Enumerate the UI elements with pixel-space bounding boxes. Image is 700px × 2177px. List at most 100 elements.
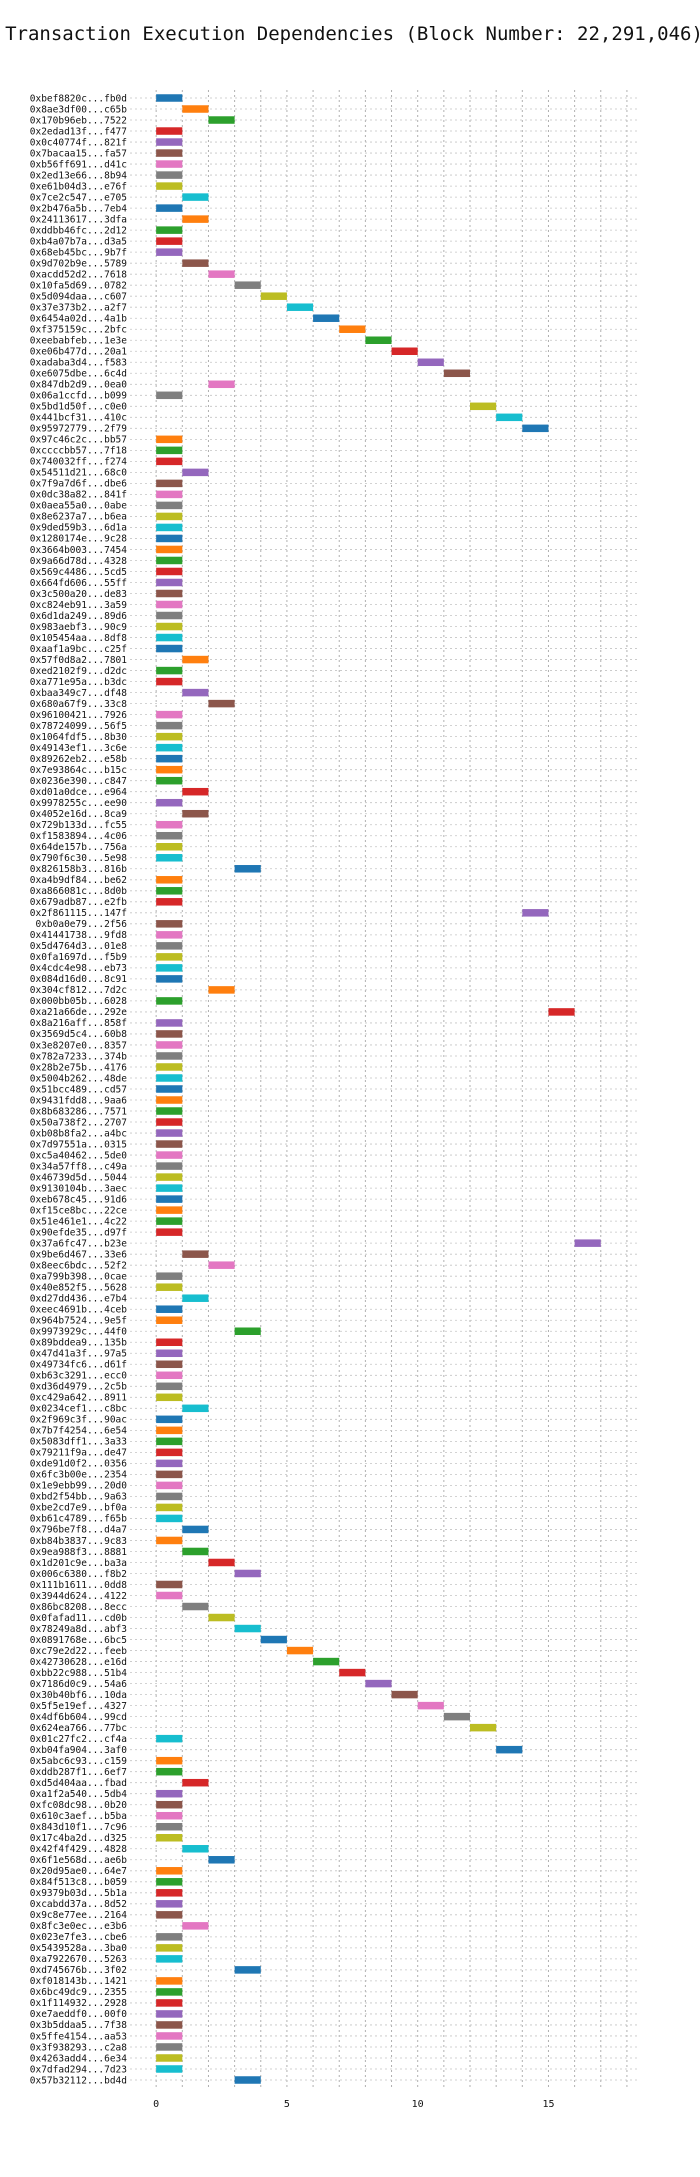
y-tick-label: 0x5004b262...48de [30,1073,128,1084]
y-tick-label: 0x2ed13e66...8b94 [30,170,128,181]
y-tick-label: 0x6454a02d...4a1b [30,314,128,325]
y-tick-label: 0x624ea766...77bc [30,1723,127,1734]
execution-bar [156,898,183,906]
execution-bar [156,743,183,752]
y-tick-label: 0x84f513c8...b059 [30,1877,128,1888]
execution-bar [156,2032,183,2040]
y-tick-label: 0xde91d0f2...0356 [30,1459,128,1470]
y-tick-label: 0x78724099...56f5 [30,721,127,732]
execution-bar [156,1052,183,1060]
y-tick-label: 0x95972779...2f79 [30,424,128,435]
execution-bar [182,215,209,223]
execution-bar [156,854,183,862]
y-tick-label: 0x3f938293...c2a8 [30,2042,128,2053]
y-tick-label: 0x105454aa...8df8 [30,633,128,644]
y-tick-label: 0x24113617...3dfa [30,214,127,225]
execution-bar [182,688,209,697]
y-tick-label: 0x89262eb2...e58b [30,754,128,765]
y-tick-label: 0x41441738...9fd8 [30,930,128,941]
y-tick-label: 0xe61b04d3...e76f [30,181,127,192]
execution-bar [156,556,183,565]
execution-bar [156,1789,183,1798]
execution-bar [156,1140,183,1148]
execution-bar [182,655,209,664]
execution-bar [156,1107,183,1115]
y-tick-label: 0xe06b477d...20a1 [30,347,128,358]
execution-bar [156,765,183,774]
y-tick-label: 0x2f969c3f...90ac [30,1415,127,1426]
y-tick-label: 0x96100421...7926 [30,710,128,721]
execution-bar [156,721,183,730]
y-tick-label: 0x9379b03d...5b1a [30,1888,127,1899]
execution-bar [156,920,183,928]
execution-bar [156,1041,183,1049]
y-tick-label: 0x023e7fe3...cbe6 [30,1932,128,1943]
y-tick-label: 0x28b2e75b...4176 [30,1062,128,1073]
y-tick-label: 0x5083dff1...3a33 [30,1437,127,1448]
y-tick-label: 0x42f4f429...4828 [30,1844,128,1855]
execution-bar [365,336,392,344]
execution-bar [156,1878,183,1886]
y-tick-label: 0xf018143b...1421 [30,1976,128,1987]
execution-bar [156,1900,183,1908]
execution-bar [156,1129,183,1137]
y-tick-label: 0xc824eb91...3a59 [30,600,128,611]
y-tick-label: 0xb0a0e79...2f56 [35,919,127,930]
y-tick-label: 0xccccbb57...7f18 [30,446,128,457]
y-tick-label: 0x441bcf31...410c [30,413,127,424]
y-tick-label: 0x37a6fc47...b23e [30,1238,128,1249]
execution-bar [182,1404,209,1413]
y-tick-label: 0x0dc38a82...841f [30,490,127,501]
y-tick-label: 0xb08b8fa2...a4bc [30,1128,127,1139]
bars-layer [156,94,601,2084]
execution-bar [156,1955,183,1963]
y-tick-label: 0x7bacaa15...fa57 [30,148,127,159]
y-tick-label: 0x170b96eb...7522 [30,115,127,126]
y-tick-label: 0x9ded59b3...6d1a [30,523,127,534]
execution-bar [156,1283,183,1291]
execution-bar [156,1173,183,1181]
execution-bar [208,1261,235,1269]
execution-bar [260,292,287,300]
execution-bar [156,820,183,829]
y-tick-label: 0x3664b003...7454 [30,545,128,556]
y-tick-label: 0x57f0d8a2...7801 [30,655,128,666]
y-tick-label: 0xa4b9df84...be62 [30,875,127,886]
y-tick-label: 0x6f1e568d...ae6b [30,1855,128,1866]
execution-bar [182,105,209,113]
x-tick-label: 15 [542,2099,554,2110]
execution-bar [156,490,183,499]
execution-bar [156,248,183,256]
execution-bar [156,1272,183,1280]
execution-bar [260,1635,287,1644]
y-tick-label: 0x983aebf3...90c9 [30,622,128,633]
y-tick-label: 0x111b1611...0dd8 [30,1580,128,1591]
execution-bar [156,1019,183,1027]
y-tick-label: 0xd01a0dce...e964 [30,787,128,798]
y-tick-label: 0x8a216aff...858f [30,1018,127,1029]
y-tick-label: 0x78249a8d...abf3 [30,1624,127,1635]
y-tick-label: 0x7e93864c...b15c [30,765,127,776]
y-tick-label: 0x9978255c...ee90 [30,798,128,809]
execution-bar [156,1415,183,1424]
execution-bar [234,1569,261,1578]
execution-bar [548,1008,575,1016]
y-tick-label: 0xfc08dc98...0b20 [30,1800,128,1811]
y-tick-label: 0x6bc49dc9...2355 [30,1987,127,1998]
execution-bar [156,1151,183,1159]
execution-bar [182,468,209,477]
y-tick-label: 0xbb22c988...51b4 [30,1668,128,1679]
execution-bar [156,1756,183,1765]
execution-bar [156,953,183,961]
execution-bar [156,2054,183,2062]
execution-bar [156,1085,183,1093]
y-tick-label: 0x7d97551a...0315 [30,1139,127,1150]
y-tick-label: 0xd745676b...3f02 [30,1965,127,1976]
y-tick-label: 0xa7922670...5263 [30,1954,127,1965]
execution-bar [156,1514,183,1523]
execution-bar [156,1195,183,1203]
execution-bar [156,94,183,102]
execution-bar [156,666,183,675]
y-tick-label: 0x9c8e77ee...2164 [30,1910,128,1921]
